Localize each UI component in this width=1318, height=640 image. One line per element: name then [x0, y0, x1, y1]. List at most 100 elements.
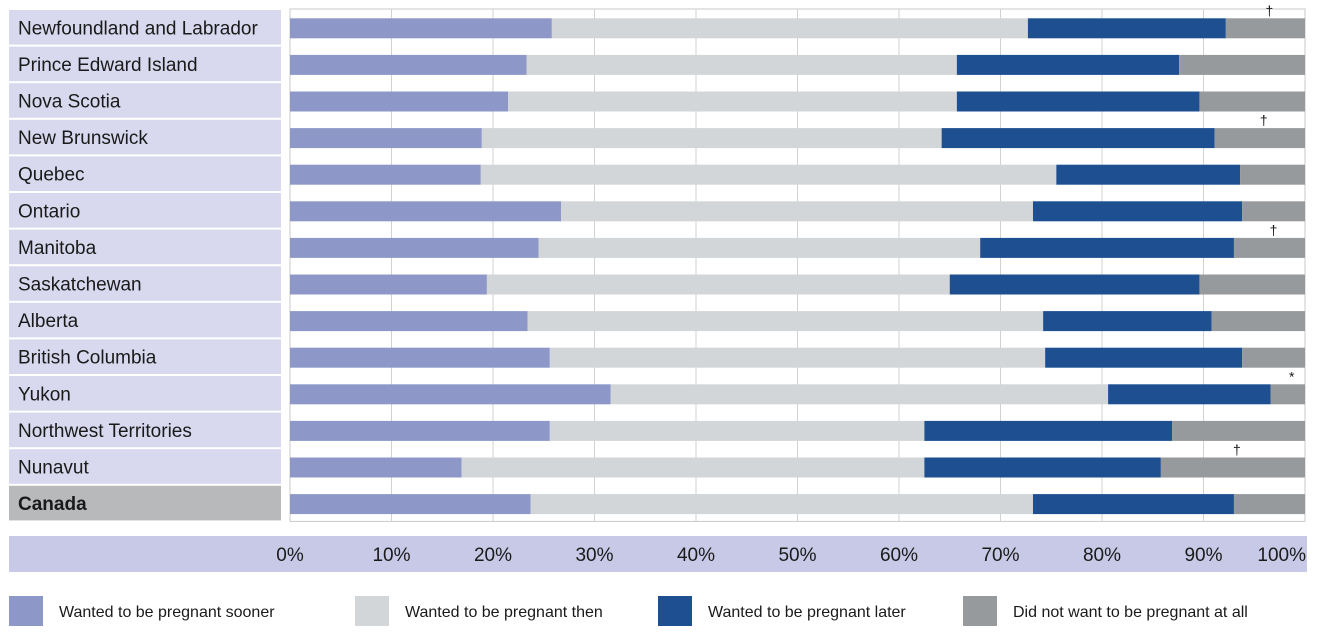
category-label-backgrounds — [9, 10, 281, 521]
category-label-cell — [9, 229, 281, 265]
bar-segment-wanted-to-be-pregnant-later-prince-edward-island — [956, 54, 1180, 75]
legend-label-wanted-to-be-pregnant-sooner: Wanted to be pregnant sooner — [59, 604, 275, 621]
legend-label-did-not-want-to-be-pregnant-at-all: Did not want to be pregnant at all — [1013, 604, 1248, 621]
bar-segment-wanted-to-be-pregnant-sooner-yukon — [290, 384, 611, 405]
category-label-british-columbia: British Columbia — [18, 348, 157, 369]
category-label-cell — [9, 156, 281, 191]
annotation-mark: † — [1233, 442, 1241, 458]
bar-segment-wanted-to-be-pregnant-sooner-british-columbia — [290, 347, 550, 368]
bar-segment-wanted-to-be-pregnant-later-saskatchewan — [949, 274, 1200, 295]
bar-segment-wanted-to-be-pregnant-then-newfoundland-and-labrador — [551, 18, 1028, 39]
bar-segment-wanted-to-be-pregnant-later-nova-scotia — [956, 91, 1200, 112]
bar-segment-wanted-to-be-pregnant-sooner-new-brunswick — [290, 128, 482, 149]
category-label-cell — [9, 376, 281, 411]
x-tick-label: 30% — [575, 545, 613, 566]
bar-segment-wanted-to-be-pregnant-later-british-columbia — [1045, 347, 1243, 368]
annotation-mark: † — [1270, 222, 1278, 238]
bar-segment-did-not-want-to-be-pregnant-at-all-new-brunswick — [1214, 128, 1305, 149]
legend-swatch-wanted-to-be-pregnant-then — [355, 596, 389, 626]
category-label-nunavut: Nunavut — [18, 458, 89, 479]
x-tick-label: 20% — [474, 545, 512, 566]
bar-segment-did-not-want-to-be-pregnant-at-all-alberta — [1211, 311, 1305, 332]
category-label-manitoba: Manitoba — [18, 238, 97, 259]
bar-segment-wanted-to-be-pregnant-then-nova-scotia — [508, 91, 957, 112]
category-label-quebec: Quebec — [18, 165, 85, 186]
bar-segment-wanted-to-be-pregnant-later-canada — [1032, 494, 1234, 515]
bar-segment-wanted-to-be-pregnant-then-new-brunswick — [481, 128, 942, 149]
x-tick-label: 0% — [276, 545, 304, 566]
legend: Wanted to be pregnant sooner Wanted to be… — [9, 596, 1248, 626]
bar-segment-wanted-to-be-pregnant-then-nunavut — [461, 457, 925, 478]
bars — [290, 18, 1305, 515]
bar-segment-did-not-want-to-be-pregnant-at-all-british-columbia — [1242, 347, 1305, 368]
bar-segment-wanted-to-be-pregnant-sooner-nova-scotia — [290, 91, 509, 112]
x-axis: 0% 10% 20% 30% 40% 50% 60% 70% 80% 90% 100% — [9, 536, 1307, 572]
bar-segment-wanted-to-be-pregnant-then-manitoba — [538, 237, 981, 258]
bar-segment-wanted-to-be-pregnant-later-manitoba — [980, 237, 1234, 258]
category-label-cell — [9, 193, 281, 228]
bar-segment-wanted-to-be-pregnant-sooner-prince-edward-island — [290, 54, 527, 75]
bar-segment-wanted-to-be-pregnant-then-canada — [530, 494, 1033, 515]
x-tick-label: 50% — [778, 545, 816, 566]
category-label-new-brunswick: New Brunswick — [18, 128, 148, 149]
bar-segment-wanted-to-be-pregnant-later-new-brunswick — [941, 128, 1215, 149]
annotation-mark: * — [1289, 368, 1295, 384]
bar-segment-wanted-to-be-pregnant-later-quebec — [1056, 164, 1241, 185]
category-label-cell — [9, 412, 281, 448]
bar-segment-wanted-to-be-pregnant-sooner-canada — [290, 494, 531, 515]
category-label-cell — [9, 449, 281, 484]
bar-segment-wanted-to-be-pregnant-sooner-newfoundland-and-labrador — [290, 18, 552, 39]
category-label-canada: Canada — [18, 494, 87, 515]
bar-segment-wanted-to-be-pregnant-sooner-nunavut — [290, 457, 462, 478]
legend-label-wanted-to-be-pregnant-later: Wanted to be pregnant later — [708, 604, 906, 621]
bar-segment-did-not-want-to-be-pregnant-at-all-manitoba — [1233, 237, 1305, 258]
category-label-cell — [9, 46, 281, 82]
bar-segment-did-not-want-to-be-pregnant-at-all-yukon — [1270, 384, 1305, 405]
category-label-cell — [9, 302, 281, 338]
category-label-cell — [9, 266, 281, 301]
bar-segment-wanted-to-be-pregnant-sooner-manitoba — [290, 237, 539, 258]
bar-segment-did-not-want-to-be-pregnant-at-all-saskatchewan — [1199, 274, 1305, 295]
bar-annotations: † † † * † — [1233, 2, 1295, 457]
category-label-yukon: Yukon — [18, 384, 71, 405]
x-tick-label: 40% — [677, 545, 715, 566]
bar-segment-wanted-to-be-pregnant-then-prince-edward-island — [526, 54, 957, 75]
bar-segment-wanted-to-be-pregnant-then-british-columbia — [549, 347, 1046, 368]
category-label-cell — [9, 119, 281, 155]
category-label-saskatchewan: Saskatchewan — [18, 275, 142, 296]
bar-segment-wanted-to-be-pregnant-later-northwest-territories — [924, 420, 1173, 441]
category-label-cell — [9, 485, 281, 521]
x-axis-band — [9, 536, 1307, 572]
bar-segment-wanted-to-be-pregnant-later-yukon — [1108, 384, 1271, 405]
bar-segment-wanted-to-be-pregnant-then-quebec — [480, 164, 1057, 185]
category-label-newfoundland-and-labrador: Newfoundland and Labrador — [18, 18, 258, 39]
bar-segment-wanted-to-be-pregnant-sooner-quebec — [290, 164, 481, 185]
x-tick-label: 100% — [1257, 545, 1306, 566]
annotation-mark: † — [1260, 112, 1268, 128]
bar-segment-did-not-want-to-be-pregnant-at-all-prince-edward-island — [1179, 54, 1305, 75]
category-label-northwest-territories: Northwest Territories — [18, 421, 192, 442]
category-label-cell — [9, 339, 281, 374]
x-tick-label: 80% — [1083, 545, 1121, 566]
bar-segment-did-not-want-to-be-pregnant-at-all-nunavut — [1160, 457, 1305, 478]
bar-segment-wanted-to-be-pregnant-later-ontario — [1032, 201, 1243, 222]
category-label-nova-scotia: Nova Scotia — [18, 92, 121, 113]
category-label-ontario: Ontario — [18, 201, 80, 222]
bar-segment-wanted-to-be-pregnant-sooner-alberta — [290, 311, 528, 332]
x-tick-label: 10% — [372, 545, 410, 566]
category-label-prince-edward-island: Prince Edward Island — [18, 55, 198, 76]
category-label-cell — [9, 10, 281, 45]
bar-segment-did-not-want-to-be-pregnant-at-all-newfoundland-and-labrador — [1225, 18, 1305, 39]
legend-swatch-wanted-to-be-pregnant-later — [658, 596, 692, 626]
bar-segment-wanted-to-be-pregnant-later-nunavut — [924, 457, 1161, 478]
bar-segment-wanted-to-be-pregnant-then-saskatchewan — [486, 274, 950, 295]
bar-segment-wanted-to-be-pregnant-sooner-northwest-territories — [290, 420, 550, 441]
category-label-cell — [9, 83, 281, 118]
bar-segment-did-not-want-to-be-pregnant-at-all-ontario — [1242, 201, 1305, 222]
x-tick-label: 60% — [880, 545, 918, 566]
x-tick-label: 90% — [1184, 545, 1222, 566]
bar-segment-wanted-to-be-pregnant-sooner-saskatchewan — [290, 274, 487, 295]
bar-segment-wanted-to-be-pregnant-later-alberta — [1043, 311, 1212, 332]
bar-segment-wanted-to-be-pregnant-later-newfoundland-and-labrador — [1027, 18, 1226, 39]
